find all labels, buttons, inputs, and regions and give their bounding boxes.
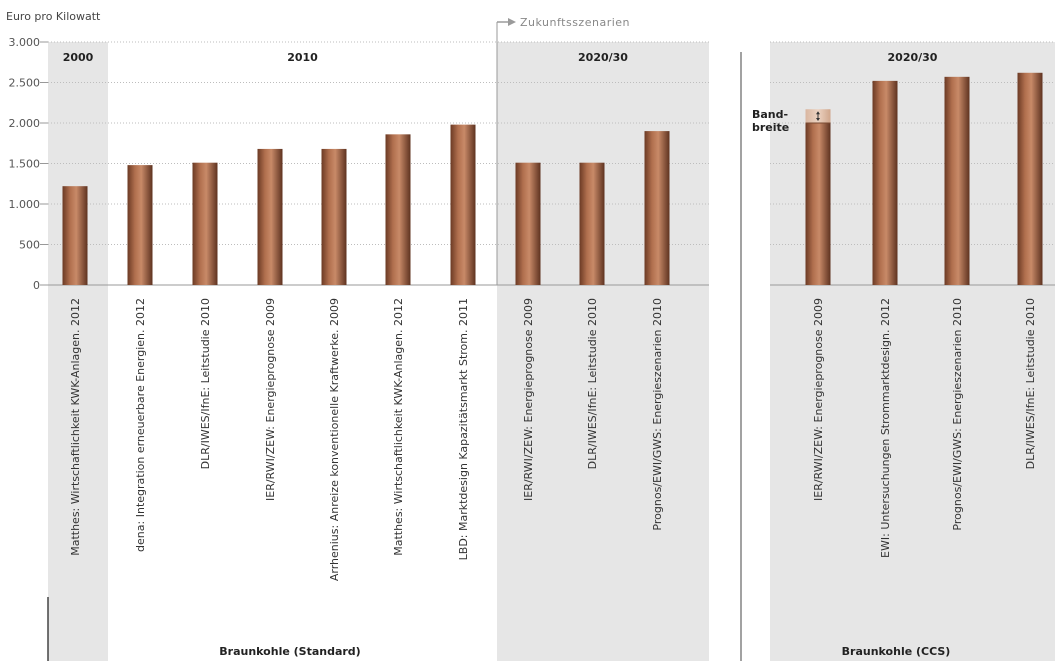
left-bar-6 — [451, 125, 476, 285]
left-bar-8 — [580, 163, 605, 285]
right-bar-2 — [945, 77, 970, 285]
left-period-label-2: 2020/30 — [578, 51, 628, 64]
y-tick-label-3: 1.500 — [9, 158, 41, 171]
y-axis-label: Euro pro Kilowatt — [6, 10, 101, 23]
left-category-label-8: DLR/IWES/IfnE: Leitstudie 2010 — [586, 298, 599, 469]
left-category-label-1: dena: Integration erneuerbare Energien. … — [134, 298, 147, 552]
left-bar-9 — [645, 131, 670, 285]
range-band-label-1: breite — [752, 121, 789, 134]
left-bar-3 — [258, 149, 283, 285]
y-tick-label-2: 1.000 — [9, 198, 41, 211]
left-category-label-2: DLR/IWES/IfnE: Leitstudie 2010 — [199, 298, 212, 469]
left-bar-4 — [322, 149, 347, 285]
right-period-label-0: 2020/30 — [888, 51, 938, 64]
right-category-label-3: DLR/IWES/IfnE: Leitstudie 2010 — [1024, 298, 1037, 469]
right-category-label-1: EWI: Untersuchungen Strommarktdesign. 20… — [879, 298, 892, 558]
y-tick-label-5: 2.500 — [9, 77, 41, 90]
left-bar-7 — [516, 163, 541, 285]
scenario-label: Zukunftsszenarien — [520, 16, 630, 29]
left-category-label-0: Matthes: Wirtschaftlichkeit KWK-Anlagen.… — [69, 298, 82, 556]
left-period-label-1: 2010 — [287, 51, 318, 64]
scenario-arrow-head — [508, 18, 516, 26]
right-bar-1 — [873, 81, 898, 285]
left-bar-0 — [63, 186, 88, 285]
right-bar-3 — [1018, 73, 1043, 285]
range-band-label-0: Band- — [752, 108, 788, 121]
right-category-label-0: IER/RWI/ZEW: Energieprognose 2009 — [812, 298, 825, 501]
left-bar-1 — [128, 165, 153, 285]
left-category-label-9: Prognos/EWI/GWS: Energieszenarien 2010 — [651, 298, 664, 531]
y-tick-label-1: 500 — [19, 239, 40, 252]
y-tick-label-6: 3.000 — [9, 36, 41, 49]
right-bar-0 — [806, 123, 831, 285]
left-bar-2 — [193, 163, 218, 285]
left-bar-5 — [386, 134, 411, 285]
left-category-label-4: Arrhenius: Anreize konventionelle Kraftw… — [328, 298, 341, 581]
left-category-label-7: IER/RWI/ZEW: Energieprognose 2009 — [522, 298, 535, 501]
left-group-label: Braunkohle (Standard) — [219, 645, 360, 658]
left-category-label-5: Matthes: Wirtschaftlichkeit KWK-Anlagen.… — [392, 298, 405, 556]
left-period-label-0: 2000 — [63, 51, 94, 64]
left-category-label-3: IER/RWI/ZEW: Energieprognose 2009 — [264, 298, 277, 501]
left-category-label-6: LBD: Marktdesign Kapazitätsmarkt Strom. … — [457, 298, 470, 560]
right-group-label: Braunkohle (CCS) — [842, 645, 951, 658]
right-category-label-2: Prognos/EWI/GWS: Energieszenarien 2010 — [951, 298, 964, 531]
y-tick-label-4: 2.000 — [9, 117, 41, 130]
y-tick-label-0: 0 — [33, 279, 40, 292]
